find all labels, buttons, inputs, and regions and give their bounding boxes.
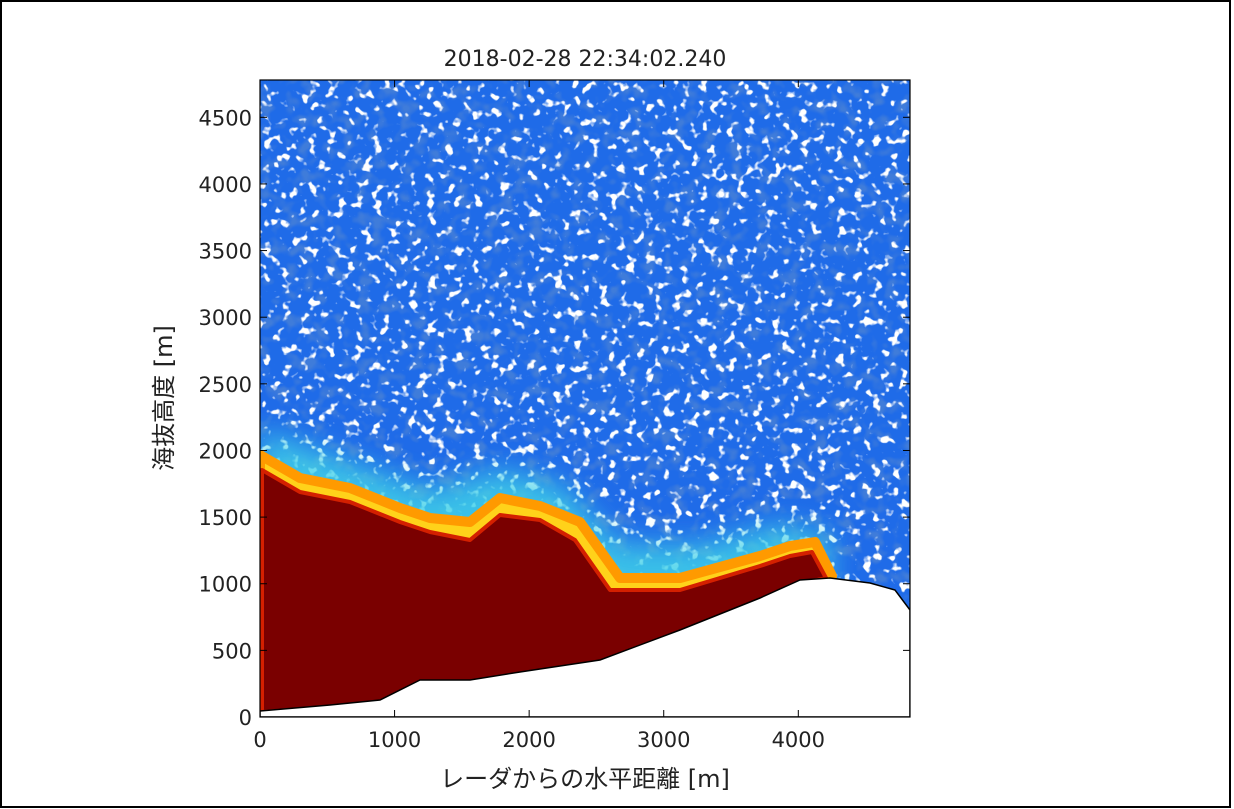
y-tick-label: 3000: [199, 306, 252, 330]
y-tick-label: 2500: [199, 373, 252, 397]
x-tick-label: 1000: [368, 728, 421, 752]
x-axis-label: レーダからの水平距離 [m]: [440, 765, 730, 793]
x-tick-label: 0: [253, 728, 266, 752]
y-tick-label: 1500: [199, 506, 252, 530]
x-tick-label: 3000: [637, 728, 690, 752]
x-tick-label: 2000: [502, 728, 555, 752]
x-tick-label: 4000: [772, 728, 825, 752]
chart-title: 2018-02-28 22:34:02.240: [444, 47, 727, 72]
y-tick-label: 1000: [199, 573, 252, 597]
y-tick-label: 500: [212, 639, 252, 663]
y-tick-label: 2000: [199, 439, 252, 463]
y-tick-label: 4000: [199, 173, 252, 197]
y-tick-label: 3500: [199, 240, 252, 264]
y-axis-label: 海抜高度 [m]: [150, 325, 178, 471]
y-tick-label: 4500: [199, 106, 252, 130]
y-tick-label: 0: [239, 706, 252, 730]
radar-image: [260, 80, 910, 717]
plot-box: [259, 79, 911, 718]
